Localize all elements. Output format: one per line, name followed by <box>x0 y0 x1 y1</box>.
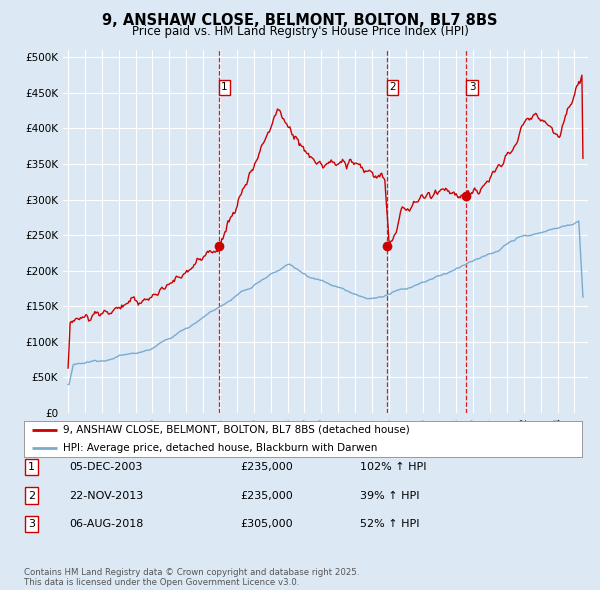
Text: 2: 2 <box>389 82 396 92</box>
Text: 05-DEC-2003: 05-DEC-2003 <box>69 463 142 472</box>
Text: HPI: Average price, detached house, Blackburn with Darwen: HPI: Average price, detached house, Blac… <box>63 443 377 453</box>
Text: 52% ↑ HPI: 52% ↑ HPI <box>360 519 419 529</box>
Text: Price paid vs. HM Land Registry's House Price Index (HPI): Price paid vs. HM Land Registry's House … <box>131 25 469 38</box>
Text: 102% ↑ HPI: 102% ↑ HPI <box>360 463 427 472</box>
Text: 22-NOV-2013: 22-NOV-2013 <box>69 491 143 500</box>
Text: 39% ↑ HPI: 39% ↑ HPI <box>360 491 419 500</box>
Text: 9, ANSHAW CLOSE, BELMONT, BOLTON, BL7 8BS: 9, ANSHAW CLOSE, BELMONT, BOLTON, BL7 8B… <box>102 13 498 28</box>
Text: 3: 3 <box>469 82 475 92</box>
Text: 2: 2 <box>28 491 35 500</box>
Text: Contains HM Land Registry data © Crown copyright and database right 2025.
This d: Contains HM Land Registry data © Crown c… <box>24 568 359 587</box>
Text: £235,000: £235,000 <box>240 463 293 472</box>
Text: 1: 1 <box>221 82 228 92</box>
Text: £305,000: £305,000 <box>240 519 293 529</box>
Text: 06-AUG-2018: 06-AUG-2018 <box>69 519 143 529</box>
Text: 3: 3 <box>28 519 35 529</box>
Text: 1: 1 <box>28 463 35 472</box>
Text: £235,000: £235,000 <box>240 491 293 500</box>
Text: 9, ANSHAW CLOSE, BELMONT, BOLTON, BL7 8BS (detached house): 9, ANSHAW CLOSE, BELMONT, BOLTON, BL7 8B… <box>63 425 410 435</box>
